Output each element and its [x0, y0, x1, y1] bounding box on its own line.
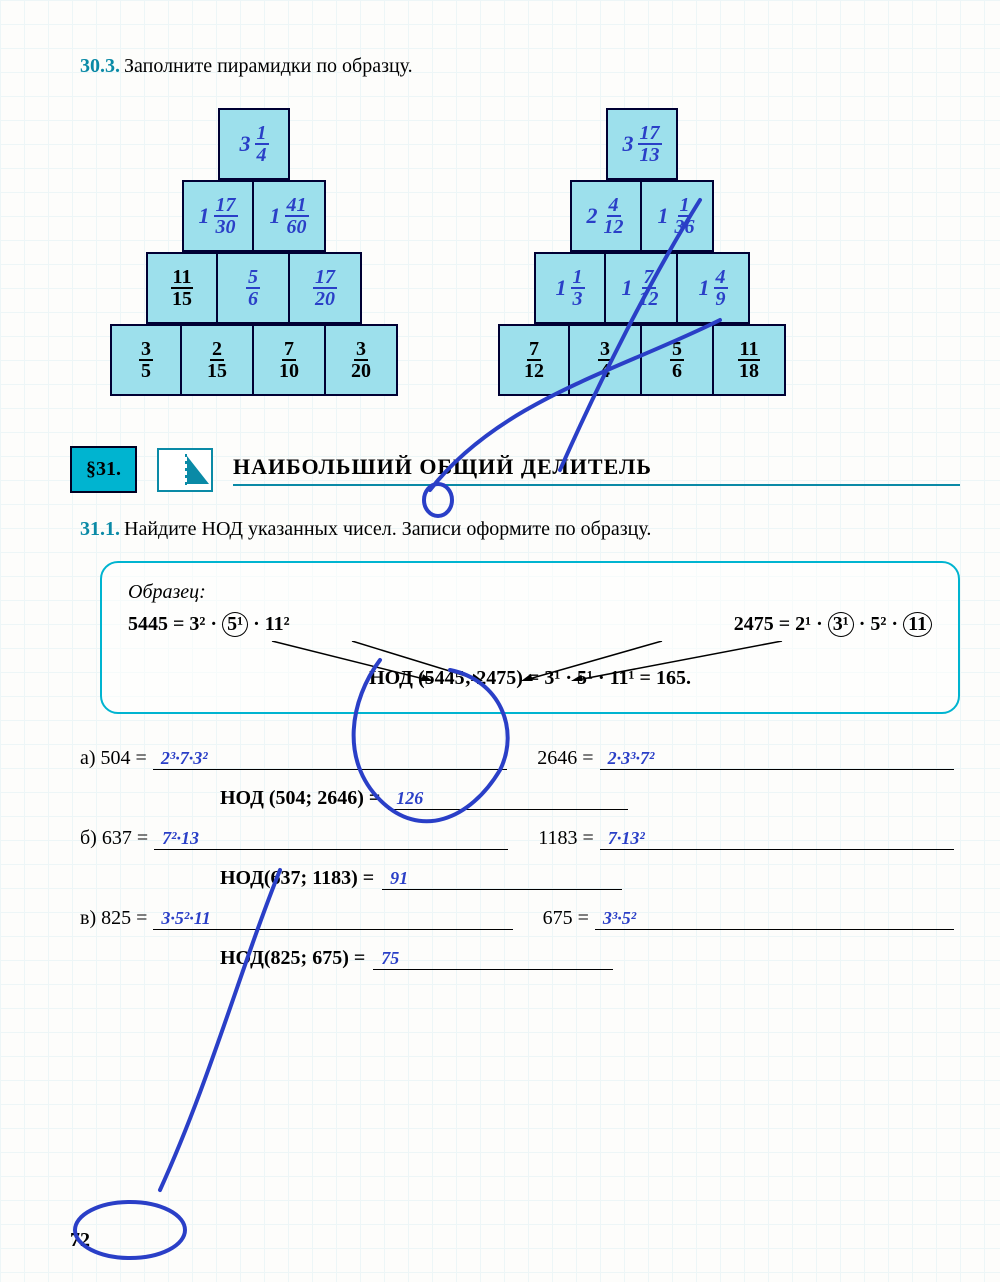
answer-line: а) 504 = 2³·7·3² 2646 = 2·3³·7² [80, 744, 960, 770]
pyramid-brick: 1720 [290, 252, 362, 324]
ex-text: Заполните пирамидки по образцу. [124, 55, 413, 77]
item-letter: б) 637 = [80, 827, 148, 850]
pyramid-row: 1131712149 [534, 252, 750, 324]
pyramid-brick: 1115 [146, 252, 218, 324]
pyramid-right: 3171324121136113171214971234561118 [498, 108, 786, 396]
section-title: НАИБОЛЬШИЙ ОБЩИЙ ДЕЛИТЕЛЬ [233, 454, 960, 486]
pyramid-row: 31713 [606, 108, 678, 180]
pyramid-row: 1173014160 [182, 180, 326, 252]
pyramid-brick: 710 [254, 324, 326, 396]
answer-underline: 3·5²·11 [153, 904, 512, 930]
pyramid-brick: 56 [642, 324, 714, 396]
nod-line: НОД (504; 2646) = 126 [220, 784, 960, 810]
pyramid-brick: 1136 [642, 180, 714, 252]
right-label: 675 = [543, 907, 589, 930]
answer-underline: 2³·7·3² [153, 744, 507, 770]
page-content: 30.3. Заполните пирамидки по образцу. 31… [80, 55, 960, 970]
page-number: 72 [70, 1229, 90, 1252]
pyramid-brick: 56 [218, 252, 290, 324]
section-31-header: §31. НАИБОЛЬШИЙ ОБЩИЙ ДЕЛИТЕЛЬ [70, 446, 960, 493]
pyramid-brick: 1712 [606, 252, 678, 324]
pyramid-row: 1115561720 [146, 252, 362, 324]
pyramid-brick: 320 [326, 324, 398, 396]
pyramid-left: 3141173014160111556172035215710320 [110, 108, 398, 396]
item-letter: в) 825 = [80, 907, 147, 930]
sample-row: 5445 = 3² · 5¹ · 11² 2475 = 2¹ · 3¹ · 5²… [128, 612, 932, 637]
nod-label: НОД(825; 675) = [220, 947, 365, 970]
answer-underline: 2·3³·7² [600, 744, 954, 770]
pyramid-brick: 314 [218, 108, 290, 180]
pyramids-container: 3141173014160111556172035215710320 31713… [110, 108, 960, 396]
ex-number: 31.1. [80, 518, 120, 540]
section-tag: §31. [70, 446, 137, 493]
sample-label: Образец: [128, 581, 932, 604]
ex-number: 30.3. [80, 55, 120, 77]
exercise-31-1: 31.1. Найдите НОД указанных чисел. Запис… [80, 518, 960, 541]
answer-line: в) 825 = 3·5²·11 675 = 3³·5² [80, 904, 960, 930]
pyramid-row: 35215710320 [110, 324, 398, 396]
nod-label: НОД(637; 1183) = [220, 867, 374, 890]
pyramid-brick: 1118 [714, 324, 786, 396]
sample-left: 5445 = 3² · 5¹ · 11² [128, 612, 290, 637]
pyramid-brick: 11730 [182, 180, 254, 252]
pyramid-brick: 34 [570, 324, 642, 396]
nod-underline: 91 [382, 864, 622, 890]
answers-block: а) 504 = 2³·7·3² 2646 = 2·3³·7² НОД (504; 26… [80, 744, 960, 970]
pyramid-brick: 712 [498, 324, 570, 396]
nod-underline: 126 [388, 784, 628, 810]
pyramid-brick: 14160 [254, 180, 326, 252]
pyramid-row: 71234561118 [498, 324, 786, 396]
right-label: 1183 = [538, 827, 594, 850]
right-label: 2646 = [537, 747, 593, 770]
answer-underline: 7²·13 [154, 824, 508, 850]
nod-line: НОД(825; 675) = 75 [220, 944, 960, 970]
nod-label: НОД (504; 2646) = [220, 787, 380, 810]
pyramid-row: 24121136 [570, 180, 714, 252]
pyramid-brick: 149 [678, 252, 750, 324]
ex-text: Найдите НОД указанных чисел. Записи офор… [124, 518, 651, 540]
answer-line: б) 637 = 7²·13 1183 = 7·13² [80, 824, 960, 850]
nod-underline: 75 [373, 944, 613, 970]
pyramid-brick: 31713 [606, 108, 678, 180]
exercise-30-3: 30.3. Заполните пирамидки по образцу. [80, 55, 960, 78]
arrows [102, 641, 958, 681]
pyramid-brick: 113 [534, 252, 606, 324]
item-letter: а) 504 = [80, 747, 147, 770]
answer-underline: 3³·5² [595, 904, 954, 930]
pyramid-row: 314 [218, 108, 290, 180]
sample-right: 2475 = 2¹ · 3¹ · 5² · 11 [734, 612, 932, 637]
notebook-icon [157, 448, 213, 492]
nod-line: НОД(637; 1183) = 91 [220, 864, 960, 890]
pyramid-brick: 2412 [570, 180, 642, 252]
answer-underline: 7·13² [600, 824, 954, 850]
pyramid-brick: 215 [182, 324, 254, 396]
sample-box: Образец: 5445 = 3² · 5¹ · 11² 2475 = 2¹ … [100, 561, 960, 714]
pyramid-brick: 35 [110, 324, 182, 396]
